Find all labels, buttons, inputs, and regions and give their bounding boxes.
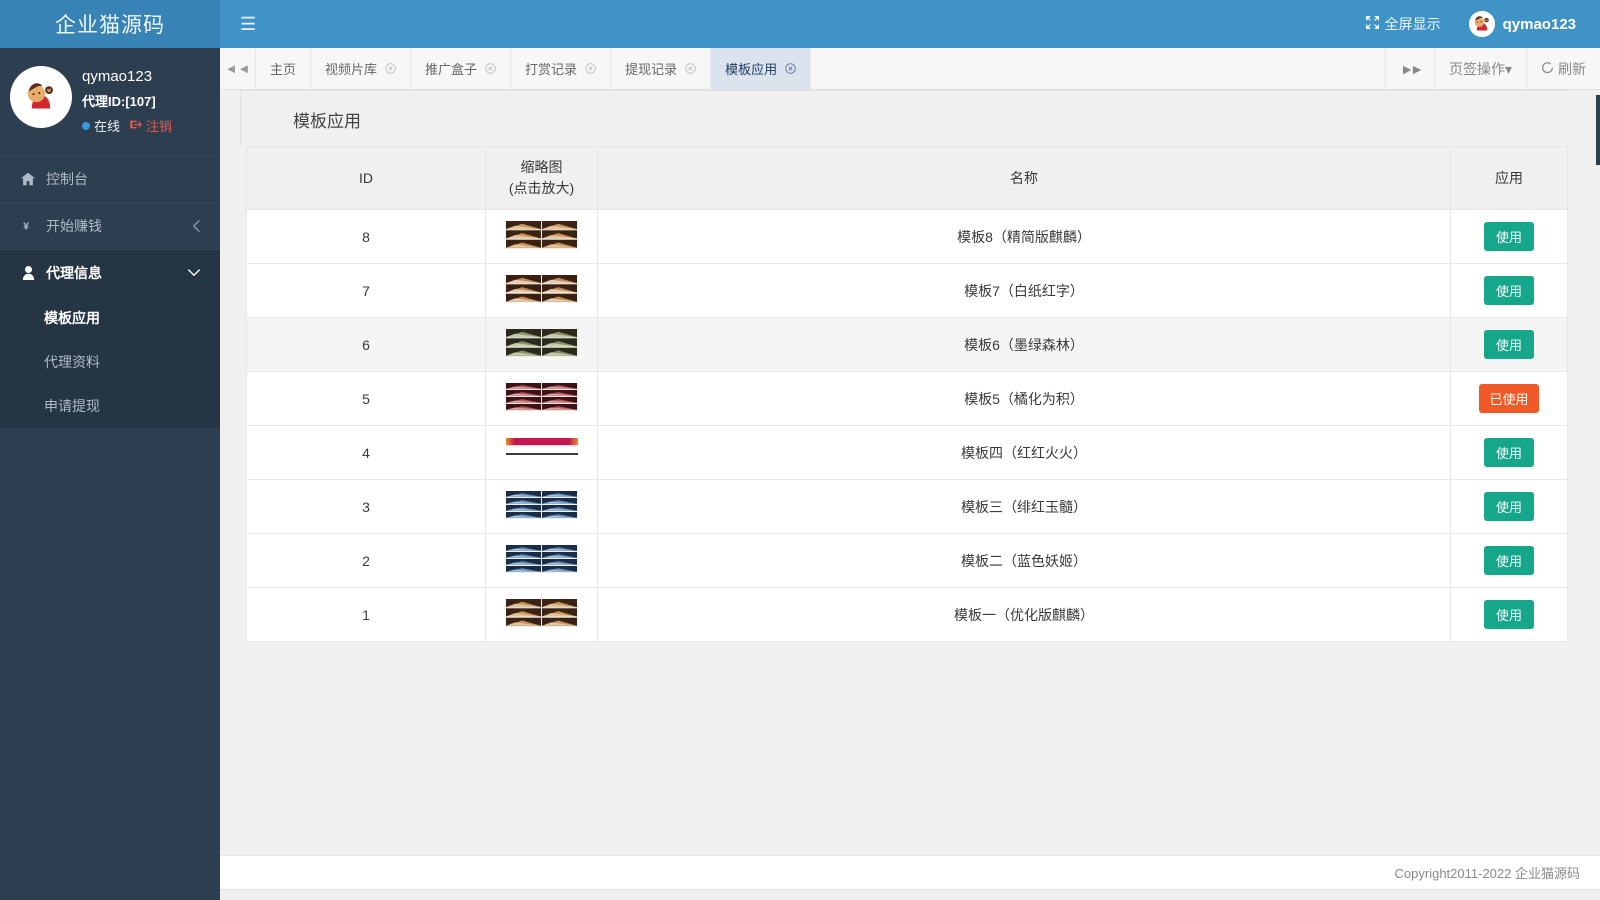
svg-text:¥: ¥: [23, 221, 29, 233]
